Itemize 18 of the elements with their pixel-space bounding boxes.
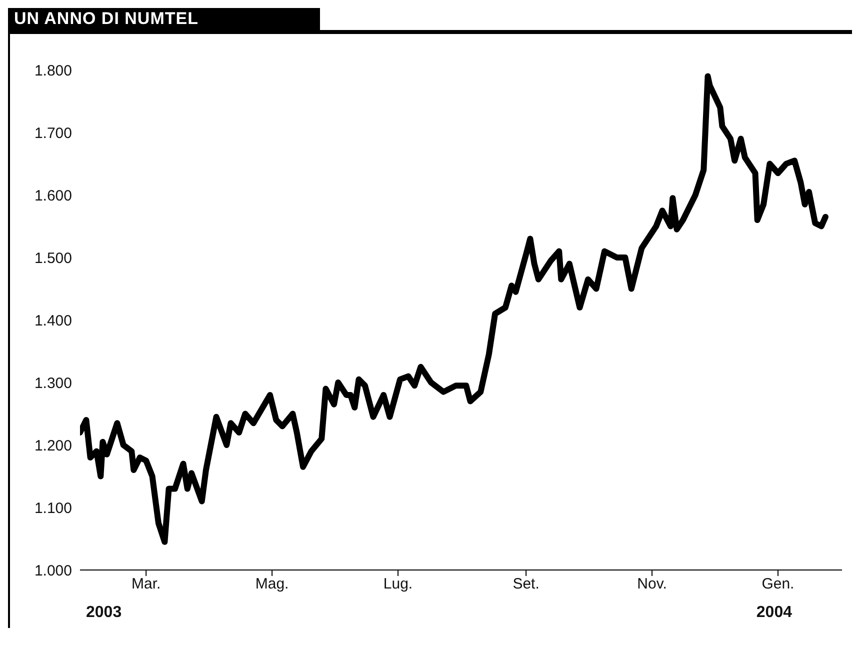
y-tick-label: 1.300 [34, 374, 72, 392]
y-tick-label: 1.200 [34, 437, 72, 454]
y-tick-label: 1.100 [34, 500, 72, 517]
y-tick-label: 1.700 [34, 124, 72, 142]
chart-title: UN ANNO DI NUMTEL [8, 8, 320, 30]
x-tick-label: Mar. [131, 576, 161, 593]
x-tick-label: Lug. [383, 576, 413, 593]
y-tick-label: 1.400 [34, 312, 72, 330]
x-tick-label: Nov. [637, 576, 667, 593]
y-tick-label: 1.800 [34, 62, 72, 80]
y-tick-label: 1.600 [34, 187, 72, 204]
text: 2003 [86, 604, 122, 622]
text: 2004 [756, 604, 792, 622]
x-tick-label: Set. [512, 576, 540, 593]
y-tick-label: 1.000 [34, 562, 72, 580]
y-tick-label: 1.500 [34, 250, 72, 267]
x-tick-label: Gen. [762, 576, 794, 593]
x-tick-label: Mag. [255, 576, 289, 593]
